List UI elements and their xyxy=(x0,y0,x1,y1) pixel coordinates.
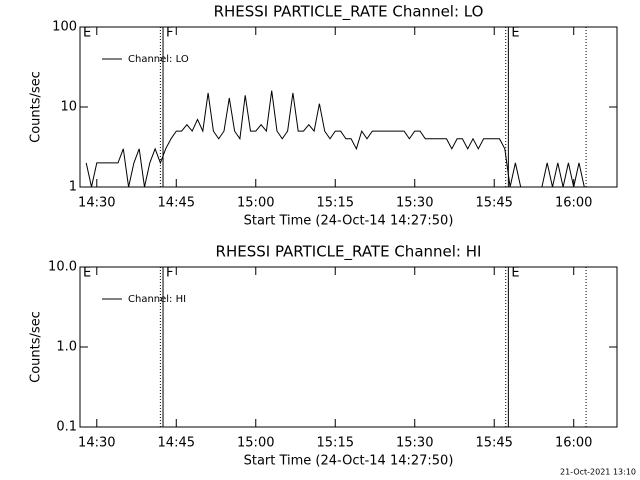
x-tick-label: 14:45 xyxy=(158,436,195,451)
x-tick-label: 14:45 xyxy=(158,196,195,211)
x-tick-label: 15:30 xyxy=(396,436,433,451)
x-tick-label: 15:15 xyxy=(317,436,354,451)
y-tick-label: 0.1 xyxy=(56,420,77,435)
x-tick-label: 16:00 xyxy=(555,196,592,211)
legend-label: Channel: HI xyxy=(128,294,186,305)
y-tick-label: 10 xyxy=(60,100,77,115)
chart-title: RHESSI PARTICLE_RATE Channel: LO xyxy=(214,3,484,22)
y-axis-label: Counts/sec xyxy=(29,311,44,383)
flag-label: E xyxy=(83,26,91,41)
y-tick-label: 1.0 xyxy=(56,340,77,355)
flag-label: E xyxy=(511,266,519,281)
data-line xyxy=(85,90,585,188)
x-tick-label: 15:00 xyxy=(237,196,274,211)
x-tick-label: 15:45 xyxy=(475,436,512,451)
y-tick-label: 100 xyxy=(52,20,77,35)
flag-label: E xyxy=(511,26,519,41)
footer: 21-Oct-2021 13:10 xyxy=(560,468,636,477)
x-tick-label: 15:45 xyxy=(475,196,512,211)
y-tick-label: 1 xyxy=(69,180,77,195)
flag-label: F xyxy=(166,26,173,41)
legend-label: Channel: LO xyxy=(128,54,189,65)
x-tick-label: 15:00 xyxy=(237,436,274,451)
chart-title: RHESSI PARTICLE_RATE Channel: HI xyxy=(216,243,482,262)
flag-label: F xyxy=(166,266,173,281)
y-tick-label: 10.0 xyxy=(48,260,77,275)
x-tick-label: 15:15 xyxy=(317,196,354,211)
x-tick-label: 14:30 xyxy=(78,196,115,211)
x-tick-label: 15:30 xyxy=(396,196,433,211)
x-axis-label: Start Time (24-Oct-14 14:27:50) xyxy=(244,214,454,229)
x-tick-label: 14:30 xyxy=(78,436,115,451)
flag-label: E xyxy=(83,266,91,281)
x-axis-label: Start Time (24-Oct-14 14:27:50) xyxy=(244,454,454,469)
x-tick-label: 16:00 xyxy=(555,436,592,451)
y-axis-label: Counts/sec xyxy=(29,71,44,143)
